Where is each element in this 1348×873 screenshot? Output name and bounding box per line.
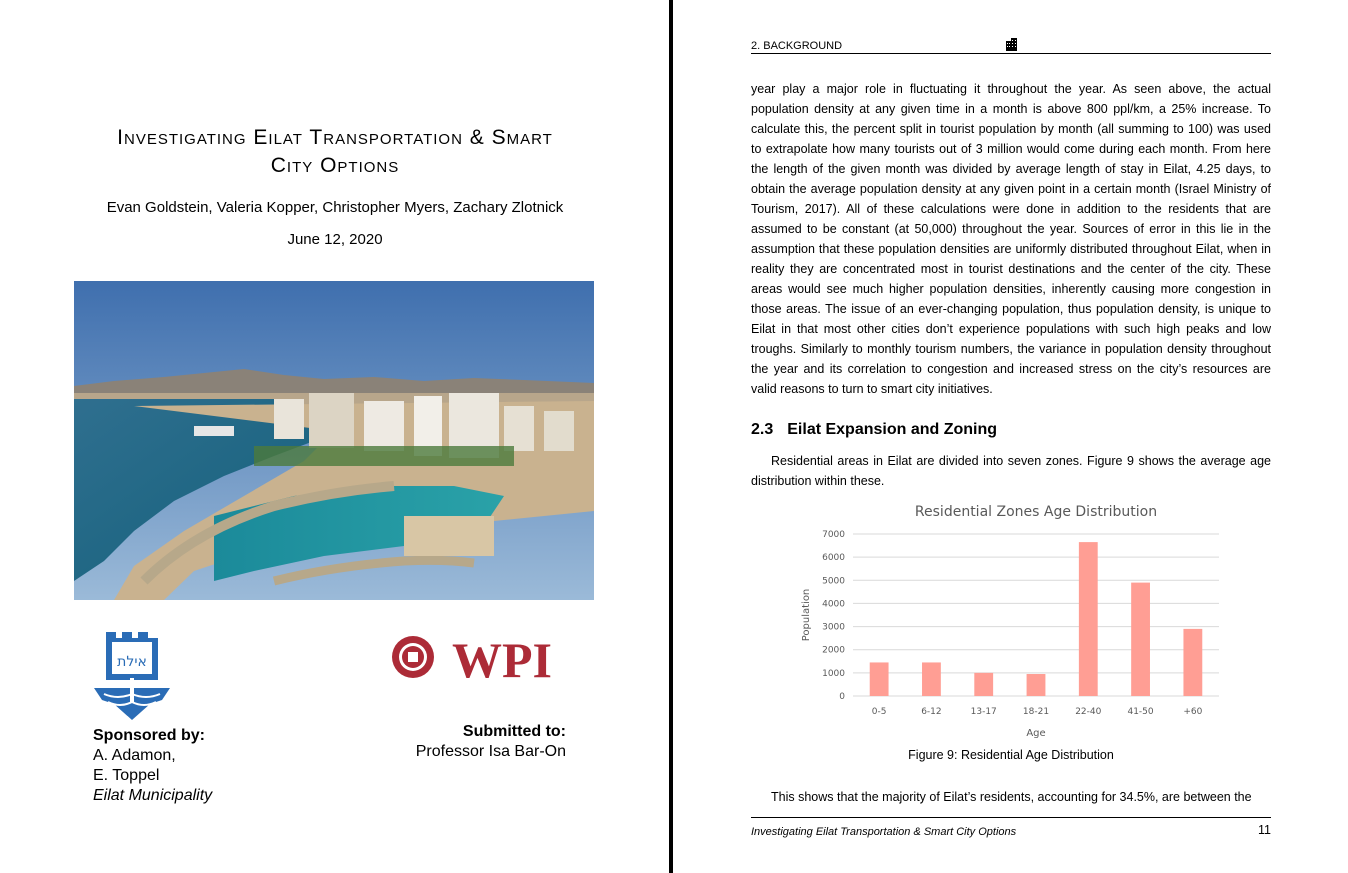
y-tick-label: 6000 [822, 553, 845, 563]
page-number: 11 [1258, 823, 1271, 837]
building-icon [1005, 38, 1018, 51]
cover-title-line-1: Investigating Eilat Transportation & Sma… [117, 126, 553, 149]
section-title: Eilat Expansion and Zoning [787, 421, 998, 438]
y-tick-label: 3000 [822, 623, 845, 633]
eilat-municipality-logo: אילת [90, 628, 174, 722]
submitted-name: Professor Isa Bar-On [415, 743, 566, 760]
x-tick-label: 6-12 [921, 707, 941, 717]
x-tick-label: 22-40 [1075, 707, 1101, 717]
sponsor-name-1: A. Adamon, [93, 747, 176, 764]
sponsor-organization: Eilat Municipality [93, 787, 213, 804]
content-page: 2. BACKGROUND year play a major role in … [673, 0, 1348, 873]
submitted-block: Submitted to: Professor Isa Bar-On [400, 722, 566, 762]
x-tick-label: +60 [1183, 707, 1202, 717]
cover-title-line-2: City Options [270, 154, 400, 177]
chart-bar [1131, 582, 1150, 696]
y-axis-label: Population [801, 589, 812, 642]
y-tick-label: 1000 [822, 669, 845, 679]
y-tick-label: 0 [839, 692, 845, 702]
wpi-logo-text: WPI [452, 632, 552, 688]
cover-page: Investigating Eilat Transportation & Sma… [0, 0, 669, 873]
running-header: 2. BACKGROUND [751, 38, 1271, 54]
cover-authors: Evan Goldstein, Valeria Kopper, Christop… [106, 199, 564, 216]
chart-bar [974, 672, 994, 696]
cover-title: Investigating Eilat Transportation & Sma… [60, 124, 610, 180]
chart-bar [1078, 542, 1098, 696]
body-paragraph-3: This shows that the majority of Eilat’s … [771, 790, 1252, 804]
figure-caption: Figure 9: Residential Age Distribution [908, 748, 1114, 762]
chart-bar [1183, 628, 1203, 696]
chart-bar [1026, 674, 1046, 696]
sponsor-name-2: E. Toppel [93, 767, 160, 784]
y-tick-label: 2000 [822, 646, 845, 656]
chart-bar [869, 662, 889, 696]
x-axis-label: Age [1026, 728, 1045, 739]
x-tick-label: 0-5 [872, 707, 887, 717]
chart-title: Residential Zones Age Distribution [915, 504, 1157, 520]
y-tick-label: 5000 [822, 576, 845, 586]
age-distribution-chart: Residential Zones Age Distribution 0 1000 2… [791, 496, 1231, 746]
wpi-logo: WPI [391, 628, 567, 688]
sponsor-heading: Sponsored by: [93, 727, 206, 744]
eilat-logo-text: אילת [117, 654, 147, 670]
header-label: 2. BACKGROUND [751, 40, 843, 52]
y-tick-label: 4000 [822, 599, 845, 609]
footer-title: Investigating Eilat Transportation & Sma… [751, 826, 1017, 838]
running-footer: Investigating Eilat Transportation & Sma… [751, 817, 1271, 839]
x-tick-label: 18-21 [1023, 707, 1049, 717]
eilat-aerial-photo [74, 281, 594, 600]
page-divider [669, 0, 673, 873]
submitted-heading: Submitted to: [462, 723, 566, 740]
x-tick-label: 41-50 [1127, 707, 1153, 717]
x-tick-label: 13-17 [971, 707, 997, 717]
cover-date: June 12, 2020 [287, 231, 383, 248]
section-number: 2.3 [751, 421, 774, 438]
chart-bar [922, 662, 941, 696]
body-paragraph-1: year play a major role in fluctuating it… [751, 82, 1271, 396]
body-paragraph-2: Residential areas in Eilat are divided i… [751, 454, 1271, 488]
sponsor-block: Sponsored by: A. Adamon, E. Toppel Eilat… [93, 726, 212, 806]
y-tick-label: 7000 [822, 530, 845, 540]
section-heading: 2.3 Eilat Expansion and Zoning [751, 421, 997, 439]
